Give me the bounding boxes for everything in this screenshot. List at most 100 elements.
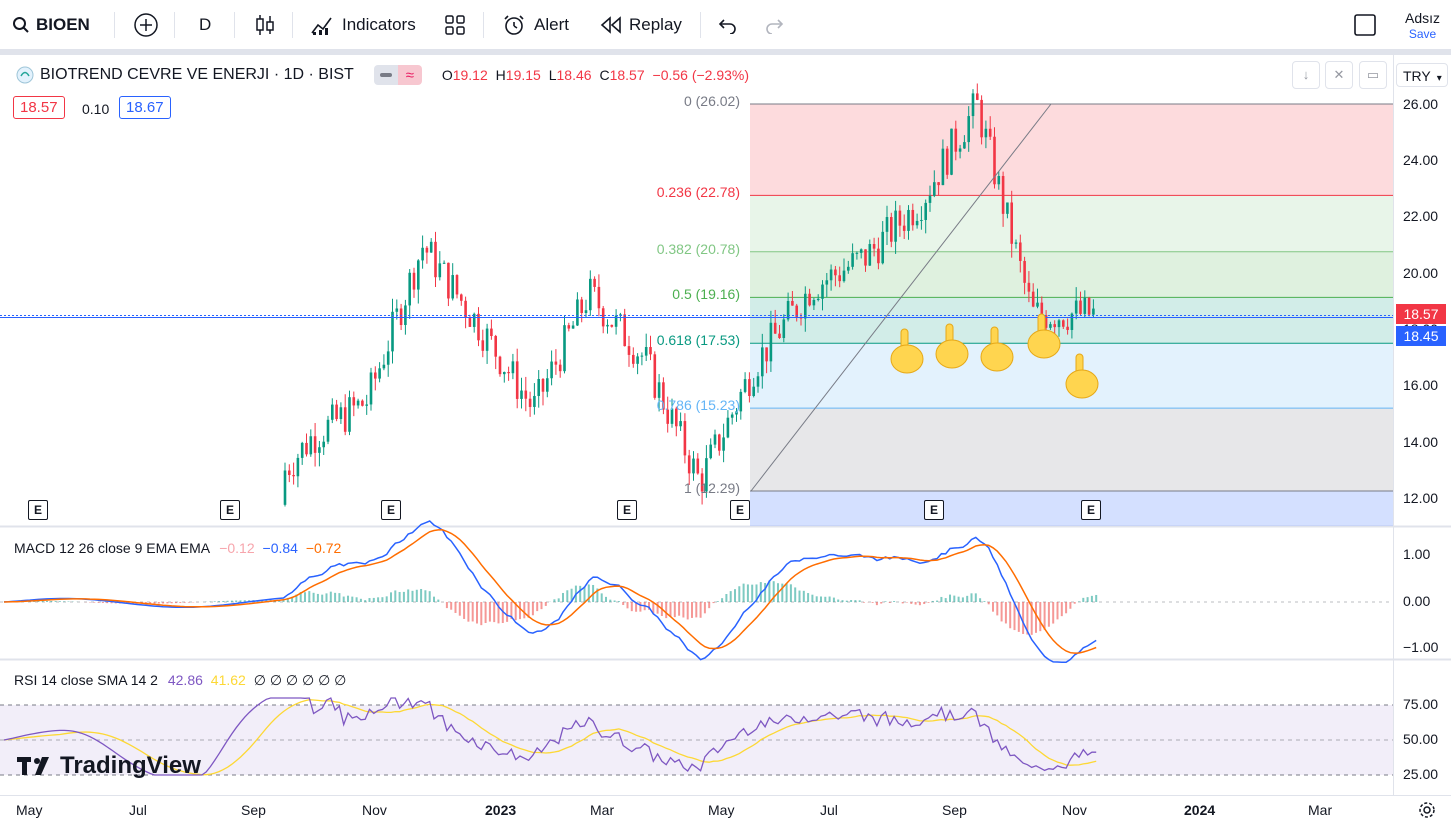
chart-type-button[interactable] xyxy=(254,0,276,49)
scroll-down-button[interactable]: ↓ xyxy=(1292,61,1320,89)
candle-body xyxy=(1057,320,1061,328)
fib-trend-line[interactable] xyxy=(750,103,1052,492)
symbol-search-button[interactable]: BIOEN xyxy=(12,0,90,49)
candle-body xyxy=(657,382,661,398)
earnings-badge[interactable]: E xyxy=(381,500,401,520)
candle-body xyxy=(563,325,566,372)
undo-icon xyxy=(718,18,736,34)
alert-button[interactable]: Alert xyxy=(502,0,569,49)
macd-hist-bar xyxy=(1052,602,1055,624)
candle-body xyxy=(1079,300,1082,314)
currency-select[interactable]: TRY ▾ xyxy=(1396,63,1448,87)
macd-hist-bar xyxy=(308,591,311,602)
macd-signal-line xyxy=(3,529,1097,654)
candle-body xyxy=(417,260,420,290)
candle-body xyxy=(812,299,816,306)
candle-body xyxy=(842,270,846,282)
macd-hist-bar xyxy=(411,590,414,602)
earnings-badge[interactable]: E xyxy=(924,500,944,520)
settings-button[interactable] xyxy=(1417,800,1437,825)
earnings-badge[interactable]: E xyxy=(220,500,240,520)
candle-body xyxy=(619,314,622,316)
candle-body xyxy=(472,313,476,327)
macd-hist-bar xyxy=(286,597,289,602)
macd-hist-bar xyxy=(325,593,328,602)
macd-hist-bar xyxy=(888,602,891,603)
save-button[interactable]: Save xyxy=(1408,27,1437,41)
sell-price-button[interactable]: 18.57 xyxy=(13,96,65,119)
candle-body xyxy=(1066,326,1069,330)
macd-hist-bar xyxy=(596,588,599,602)
legend-toggles[interactable]: ≈ xyxy=(373,65,422,85)
candle-body xyxy=(326,419,330,442)
macd-legend[interactable]: MACD 12 26 close 9 EMA EMA −0.12 −0.84 −… xyxy=(14,540,341,556)
candle-body xyxy=(434,241,437,278)
macd-hist-bar xyxy=(179,602,182,603)
rsi-sma-line xyxy=(3,699,1097,776)
macd-hist-bar xyxy=(299,592,302,602)
candle-body xyxy=(782,319,786,339)
macd-hist-bar xyxy=(918,602,921,606)
collapse-button[interactable]: ✕ xyxy=(1325,61,1353,89)
candle-body xyxy=(399,308,403,325)
time-scale-label: Mar xyxy=(590,802,615,818)
rewind-icon xyxy=(600,15,621,34)
candle-body xyxy=(993,136,996,185)
macd-hist-bar xyxy=(570,588,573,602)
undo-button[interactable] xyxy=(718,0,738,49)
interval-button[interactable]: D xyxy=(199,0,211,49)
fib-level-label: 0.236 (22.78) xyxy=(656,184,740,201)
candle-body xyxy=(515,361,519,399)
tradingview-watermark[interactable]: TradingView xyxy=(16,752,201,780)
macd-hist-bar xyxy=(1035,602,1037,633)
candle-body xyxy=(933,182,936,196)
redo-button[interactable] xyxy=(764,0,784,49)
candle-body xyxy=(593,278,596,287)
macd-hist-bar xyxy=(458,602,461,616)
indicators-button[interactable]: Indicators xyxy=(310,0,416,49)
candle-body xyxy=(382,364,386,369)
buy-price-button[interactable]: 18.67 xyxy=(119,96,171,119)
macd-hist-bar xyxy=(699,602,702,618)
chart-canvas[interactable] xyxy=(0,55,1451,825)
candle-body xyxy=(915,220,919,226)
hide-icon[interactable] xyxy=(373,65,398,85)
candle-body xyxy=(429,241,433,253)
macd-hist-bar xyxy=(953,595,956,602)
earnings-badge[interactable]: E xyxy=(1081,500,1101,520)
macd-hist-bar xyxy=(37,600,40,602)
macd-hist-bar xyxy=(725,594,728,602)
macd-hist-bar xyxy=(54,601,57,602)
rsi-legend[interactable]: RSI 14 close SMA 14 2 42.86 41.62 ∅ ∅ ∅ … xyxy=(14,672,346,689)
macd-hist-bar xyxy=(454,602,457,613)
wave-icon[interactable]: ≈ xyxy=(397,65,422,85)
macd-hist-bar xyxy=(845,600,848,602)
compare-button[interactable] xyxy=(133,0,159,49)
macd-hist-bar xyxy=(893,601,896,602)
replay-button[interactable]: Replay xyxy=(600,0,682,49)
templates-button[interactable] xyxy=(444,0,466,49)
candle-body xyxy=(322,441,325,448)
candle-body xyxy=(460,294,463,301)
macd-hist-bar xyxy=(815,596,818,602)
fib-zone xyxy=(750,195,1393,252)
candle-body xyxy=(679,421,682,427)
candle-body xyxy=(528,398,532,407)
macd-hist-bar xyxy=(41,600,44,602)
maximize-button[interactable]: ▭ xyxy=(1359,61,1387,89)
candle-body xyxy=(821,284,824,299)
earnings-badge[interactable]: E xyxy=(617,500,637,520)
macd-hist-bar xyxy=(1082,597,1085,602)
earnings-badge[interactable]: E xyxy=(730,500,750,520)
candle-body xyxy=(378,368,381,379)
layout-select-button[interactable] xyxy=(1353,0,1377,49)
macd-hist-bar xyxy=(514,602,517,621)
candle-body xyxy=(730,414,734,418)
fib-zone xyxy=(750,251,1393,298)
macd-hist-bar xyxy=(329,591,332,602)
macd-hist-bar xyxy=(871,602,874,603)
earnings-badge[interactable]: E xyxy=(28,500,48,520)
macd-hist-bar xyxy=(467,602,470,622)
symbol-title[interactable]: BIOTREND CEVRE VE ENERJI · 1D · BIST xyxy=(40,66,354,83)
macd-hist-bar xyxy=(630,602,633,612)
